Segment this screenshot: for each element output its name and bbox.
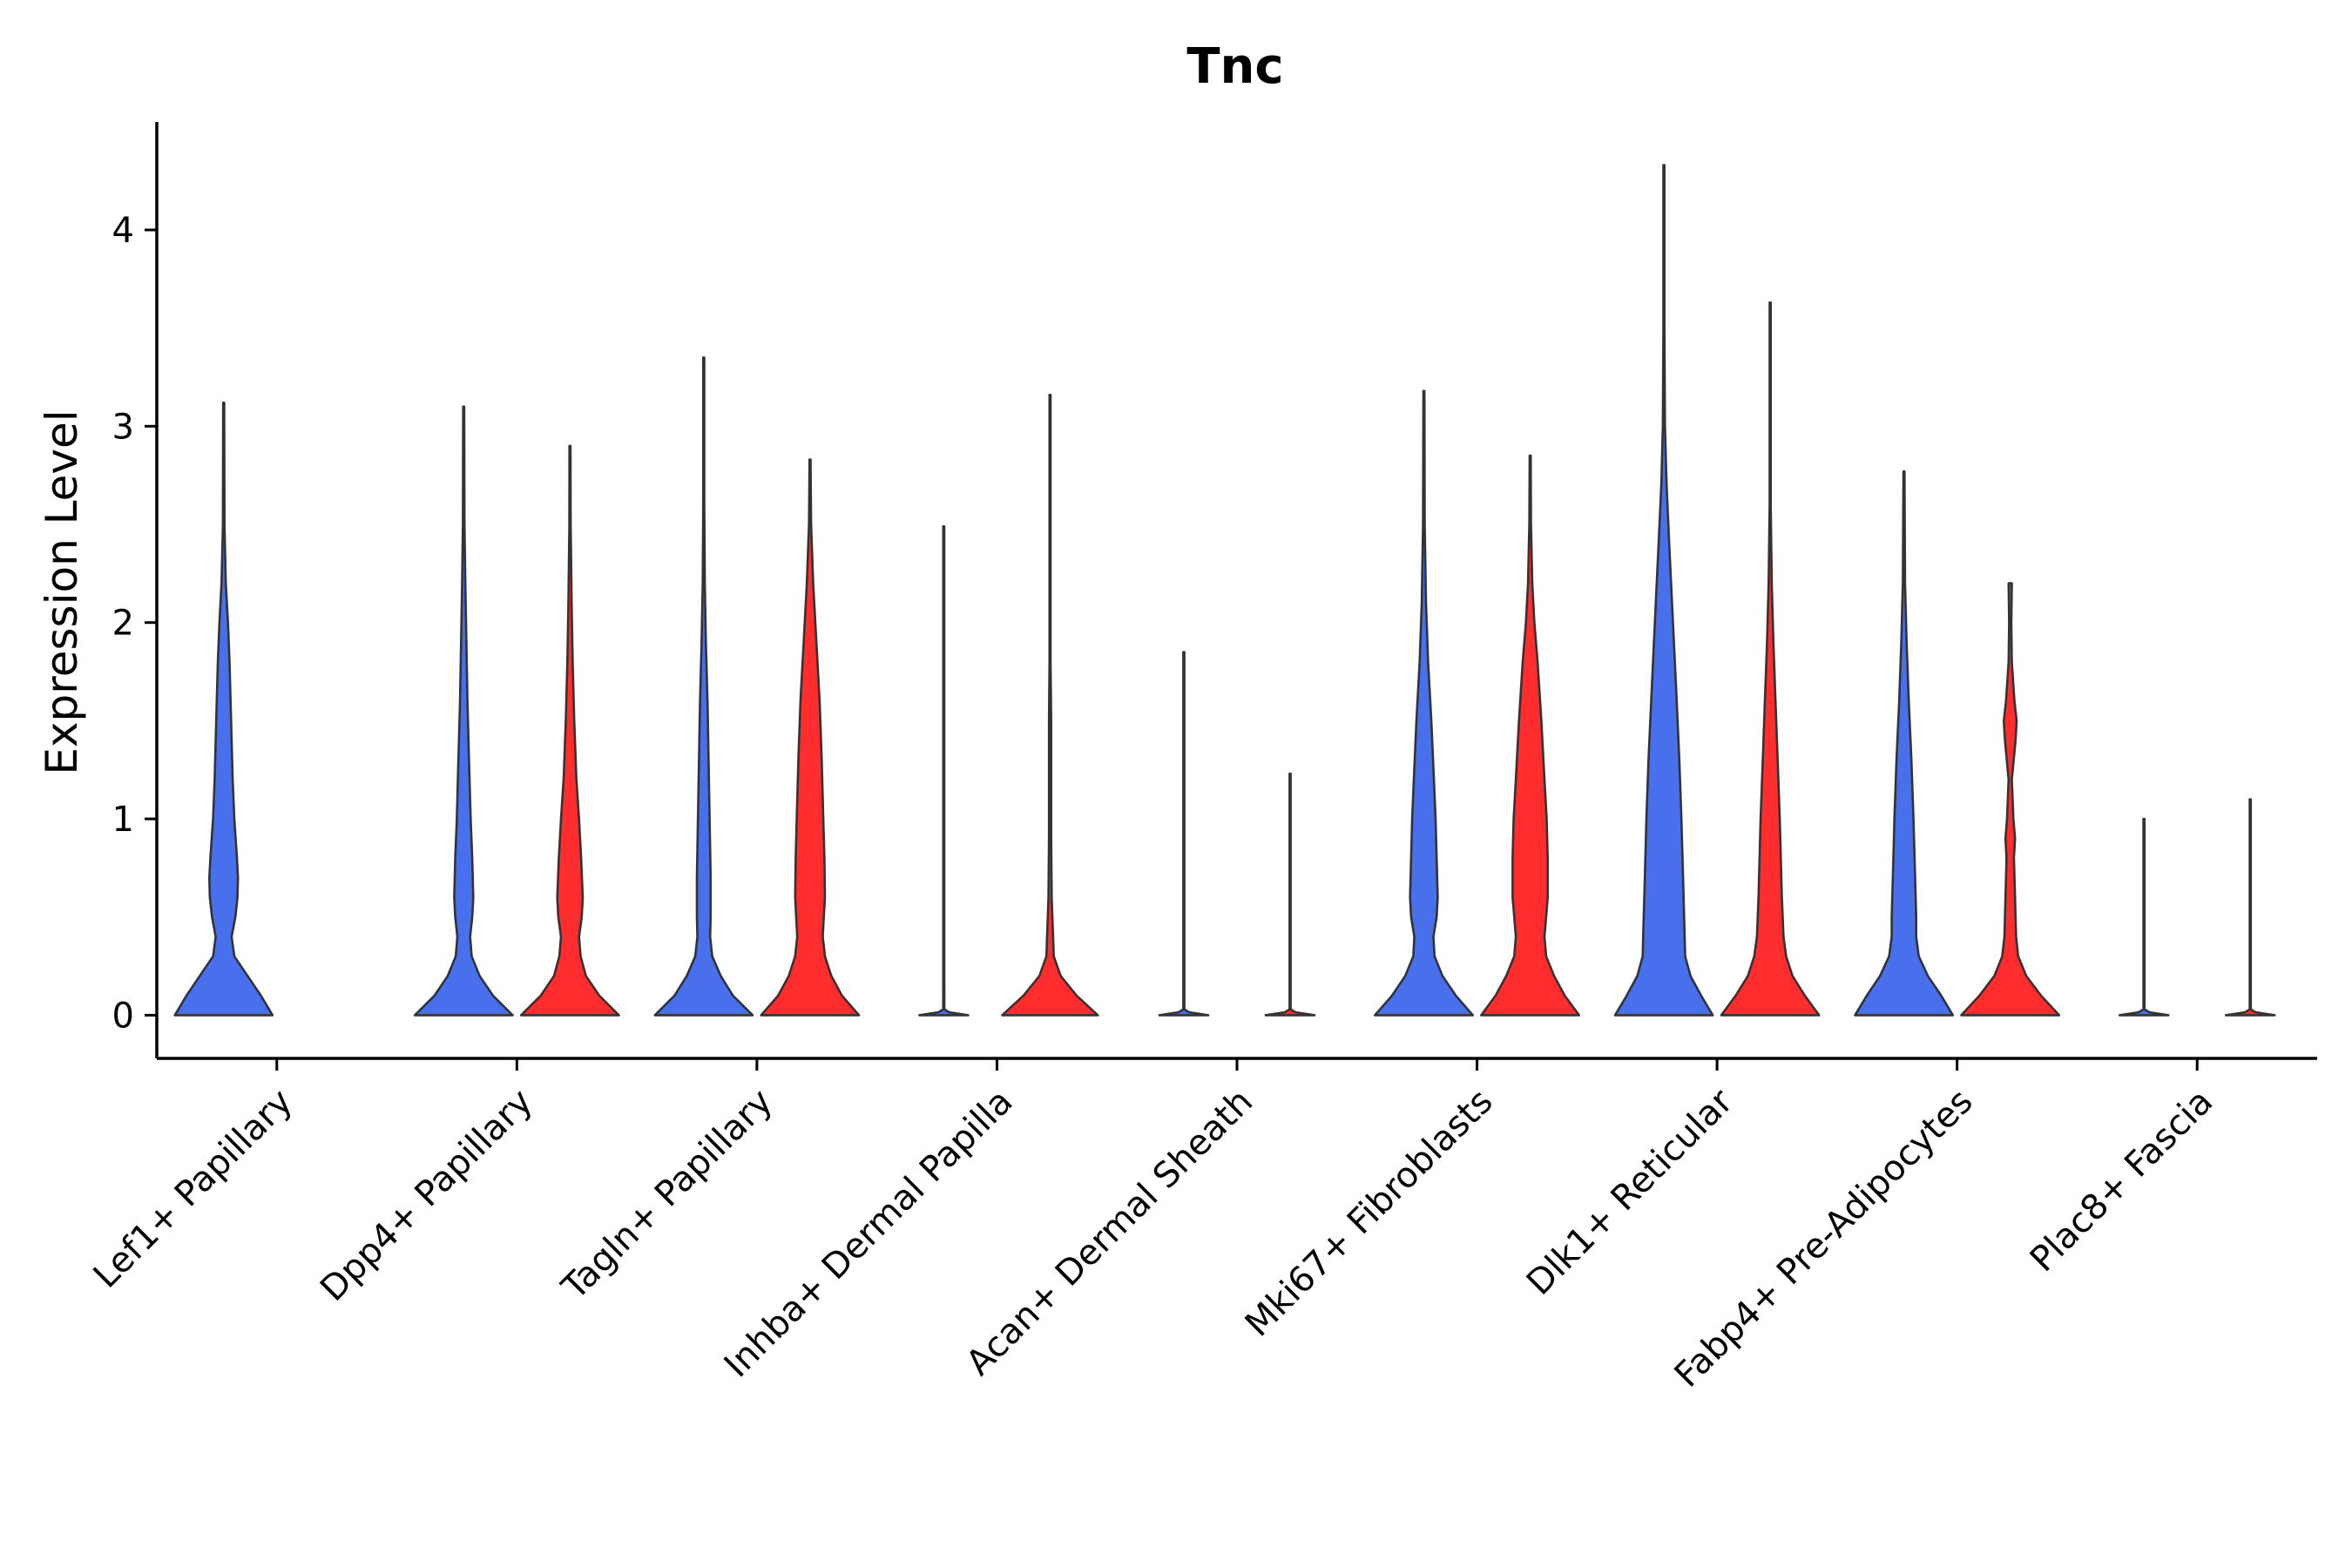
violin-group2-5 <box>1480 454 1580 1017</box>
y-tick-label: 0 <box>112 996 134 1036</box>
y-axis-title: Expression Level <box>37 409 87 774</box>
x-axis-ticks: Lef1+ Papillary Dpp4+ Papillary Tagln+ Pap… <box>86 1058 2221 1396</box>
y-tick-label: 2 <box>112 604 134 644</box>
y-tick-label: 1 <box>112 800 134 840</box>
axes <box>155 122 2317 1060</box>
violin-group1-1 <box>413 405 514 1017</box>
y-tick-label: 4 <box>112 211 134 251</box>
x-tick-label: Plac8+ Fascia <box>2023 1082 2221 1281</box>
x-tick-label: Acan+ Dermal Sheath <box>959 1082 1261 1384</box>
violin-group1-3 <box>918 525 970 1017</box>
x-tick-label: Dlk1+ Reticular <box>1519 1081 1741 1303</box>
violin-group1-0 <box>173 402 274 1017</box>
violin-group2-4 <box>1264 772 1316 1017</box>
violin-group2-8 <box>2224 798 2276 1017</box>
x-tick-label: Mki67+ Fibroblasts <box>1238 1082 1501 1345</box>
violin-group1-2 <box>653 356 754 1017</box>
violin-group1-7 <box>1854 470 1955 1017</box>
y-tick-label: 3 <box>112 407 134 447</box>
violin-group1-8 <box>2118 817 2170 1017</box>
violin-group1-5 <box>1374 389 1474 1017</box>
violin-group1-4 <box>1158 651 1210 1017</box>
violin-group2-7 <box>1960 582 2061 1017</box>
x-tick-label: Dpp4+ Papillary <box>313 1082 540 1309</box>
chart-title: Tnc <box>1186 38 1283 95</box>
violin-group1-6 <box>1613 164 1714 1017</box>
violin-group2-2 <box>760 458 861 1017</box>
x-tick-label: Lef1+ Papillary <box>86 1082 301 1296</box>
violin-layer <box>173 164 2276 1017</box>
x-tick-label: Tagln+ Papillary <box>554 1082 781 1308</box>
violin-group2-1 <box>519 444 620 1017</box>
violin-group2-6 <box>1720 301 1821 1017</box>
y-axis-ticks: 0 1 2 3 4 <box>112 211 157 1036</box>
violin-group2-3 <box>1001 394 1099 1017</box>
